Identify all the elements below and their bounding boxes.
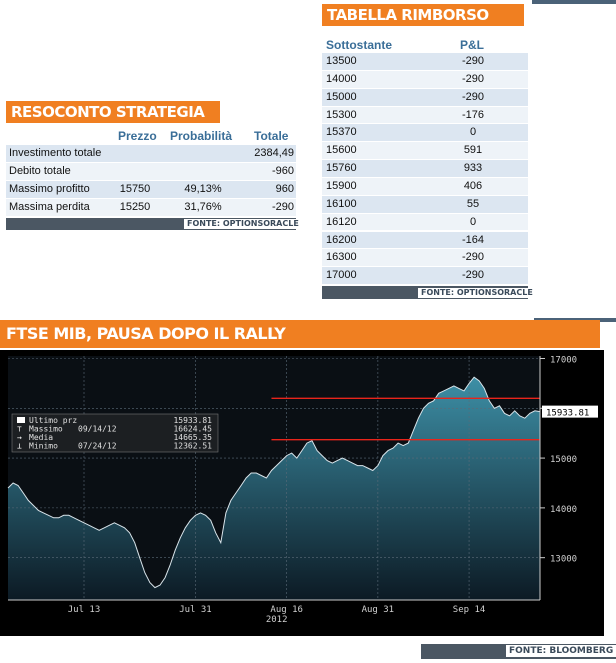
- pl-cell: 0: [469, 126, 477, 139]
- pl-cell: -290: [461, 251, 485, 264]
- col-header-underlying: Sottostante: [326, 38, 392, 52]
- resoconto-title: RESOCONTO STRATEGIA: [6, 101, 220, 123]
- y-tick-label: 17000: [550, 355, 577, 365]
- price-cell: 15250: [119, 201, 151, 213]
- x-tick-label: Aug 31: [362, 605, 395, 615]
- price-area: [8, 377, 540, 600]
- probability-cell: 31,76%: [184, 201, 222, 213]
- table-row: Investimento totale 2384,49: [6, 145, 296, 162]
- resoconto-source: FONTE: OPTIONSORACLE: [184, 219, 302, 229]
- underlying-cell: 16100: [326, 197, 357, 210]
- table-row: 17000 -290: [322, 267, 528, 285]
- pl-cell: 0: [469, 215, 477, 228]
- probability-cell: 49,13%: [184, 183, 222, 195]
- total-cell: -290: [271, 201, 294, 213]
- legend-value: 12362.51: [173, 442, 212, 451]
- total-cell: 960: [275, 183, 294, 195]
- underlying-cell: 16120: [326, 215, 357, 228]
- rimborso-title: TABELLA RIMBORSO: [322, 4, 524, 26]
- col-header-price: Prezzo: [118, 129, 157, 143]
- table-row: 16300 -290: [322, 249, 528, 267]
- price-line: [7, 376, 541, 589]
- pl-cell: -176: [461, 108, 485, 121]
- chart-source: FONTE: BLOOMBERG: [506, 645, 616, 657]
- pl-cell: -290: [461, 90, 485, 103]
- legend-low-icon: ⊥: [17, 442, 22, 451]
- pl-cell: -164: [461, 233, 485, 246]
- year-label: 2012: [266, 615, 288, 625]
- chart-title: FTSE MIB, PAUSA DOPO IL RALLY: [0, 320, 600, 348]
- table-row: 13500 -290: [322, 53, 528, 70]
- last-price-tag: [542, 405, 598, 418]
- table-row: 16120 0: [322, 213, 528, 231]
- underlying-cell: 15300: [326, 108, 357, 121]
- total-cell: 2384,49: [254, 147, 294, 159]
- x-tick-label: Sep 14: [453, 605, 486, 615]
- pl-cell: -290: [461, 269, 485, 282]
- last-price-label: 15933.81: [546, 409, 589, 419]
- underlying-cell: 15000: [326, 90, 357, 103]
- underlying-cell: 16300: [326, 251, 357, 264]
- legend-date: 09/14/12: [78, 425, 117, 434]
- table-row: 15600 591: [322, 142, 528, 160]
- pl-cell: 591: [463, 144, 483, 157]
- table-row: Debito totale -960: [6, 163, 296, 180]
- table-row: 15900 406: [322, 177, 528, 195]
- pl-cell: 933: [463, 162, 483, 175]
- underlying-cell: 15370: [326, 126, 357, 139]
- legend-box: [11, 413, 219, 453]
- legend-square-icon: [17, 417, 25, 423]
- table-row: Massima perdita 15250 31,76% -290: [6, 199, 296, 216]
- legend-label: Minimo: [29, 442, 58, 451]
- underlying-cell: 15760: [326, 162, 357, 175]
- y-tick-label: 15000: [550, 455, 577, 465]
- pl-cell: 55: [466, 197, 480, 210]
- rimborso-source: FONTE: OPTIONSORACLE: [418, 288, 536, 298]
- underlying-cell: 14000: [326, 72, 357, 85]
- x-tick-label: Jul 31: [179, 605, 212, 615]
- legend-value: 14665.35: [173, 433, 212, 442]
- legend-label: Massimo: [29, 425, 63, 434]
- pl-cell: -290: [461, 72, 485, 85]
- total-cell: -960: [271, 165, 294, 177]
- price-cell: 15750: [119, 183, 151, 195]
- underlying-cell: 13500: [326, 55, 357, 67]
- table-row: 15000 -290: [322, 88, 528, 106]
- table-row: 15760 933: [322, 160, 528, 177]
- underlying-cell: 15600: [326, 144, 357, 157]
- table-row: 15300 -176: [322, 106, 528, 124]
- legend-mean-icon: →: [17, 433, 22, 442]
- pl-cell: 406: [463, 179, 483, 192]
- underlying-cell: 17000: [326, 269, 357, 282]
- x-tick-label: Jul 13: [68, 605, 101, 615]
- legend-date: 07/24/12: [78, 442, 117, 451]
- top-right-strip: [532, 0, 616, 4]
- table-row: 16200 -164: [322, 231, 528, 249]
- table-row: 16100 55: [322, 195, 528, 213]
- y-tick-label: 14000: [550, 505, 577, 515]
- col-header-pl: P&L: [460, 38, 484, 52]
- underlying-cell: 15900: [326, 179, 357, 192]
- pl-cell: -290: [461, 55, 485, 67]
- row-label: Massimo profitto: [9, 183, 90, 195]
- legend-label: Ultimo prz: [29, 416, 77, 425]
- legend-label: Media: [29, 433, 53, 442]
- row-label: Investimento totale: [9, 147, 102, 159]
- table-row: 15370 0: [322, 124, 528, 142]
- table-row: Massimo profitto 15750 49,13% 960: [6, 181, 296, 198]
- row-label: Massima perdita: [9, 201, 90, 213]
- legend-value: 16624.45: [173, 425, 212, 434]
- underlying-cell: 16200: [326, 233, 357, 246]
- legend-value: 15933.81: [173, 416, 212, 425]
- y-tick-label: 13000: [550, 555, 577, 565]
- col-header-total: Totale: [254, 129, 289, 143]
- row-label: Debito totale: [9, 165, 71, 177]
- table-row: 14000 -290: [322, 70, 528, 88]
- col-header-probability: Probabilità: [170, 129, 233, 143]
- legend-high-icon: ⊤: [17, 425, 22, 434]
- x-tick-label: Aug 16: [270, 605, 303, 615]
